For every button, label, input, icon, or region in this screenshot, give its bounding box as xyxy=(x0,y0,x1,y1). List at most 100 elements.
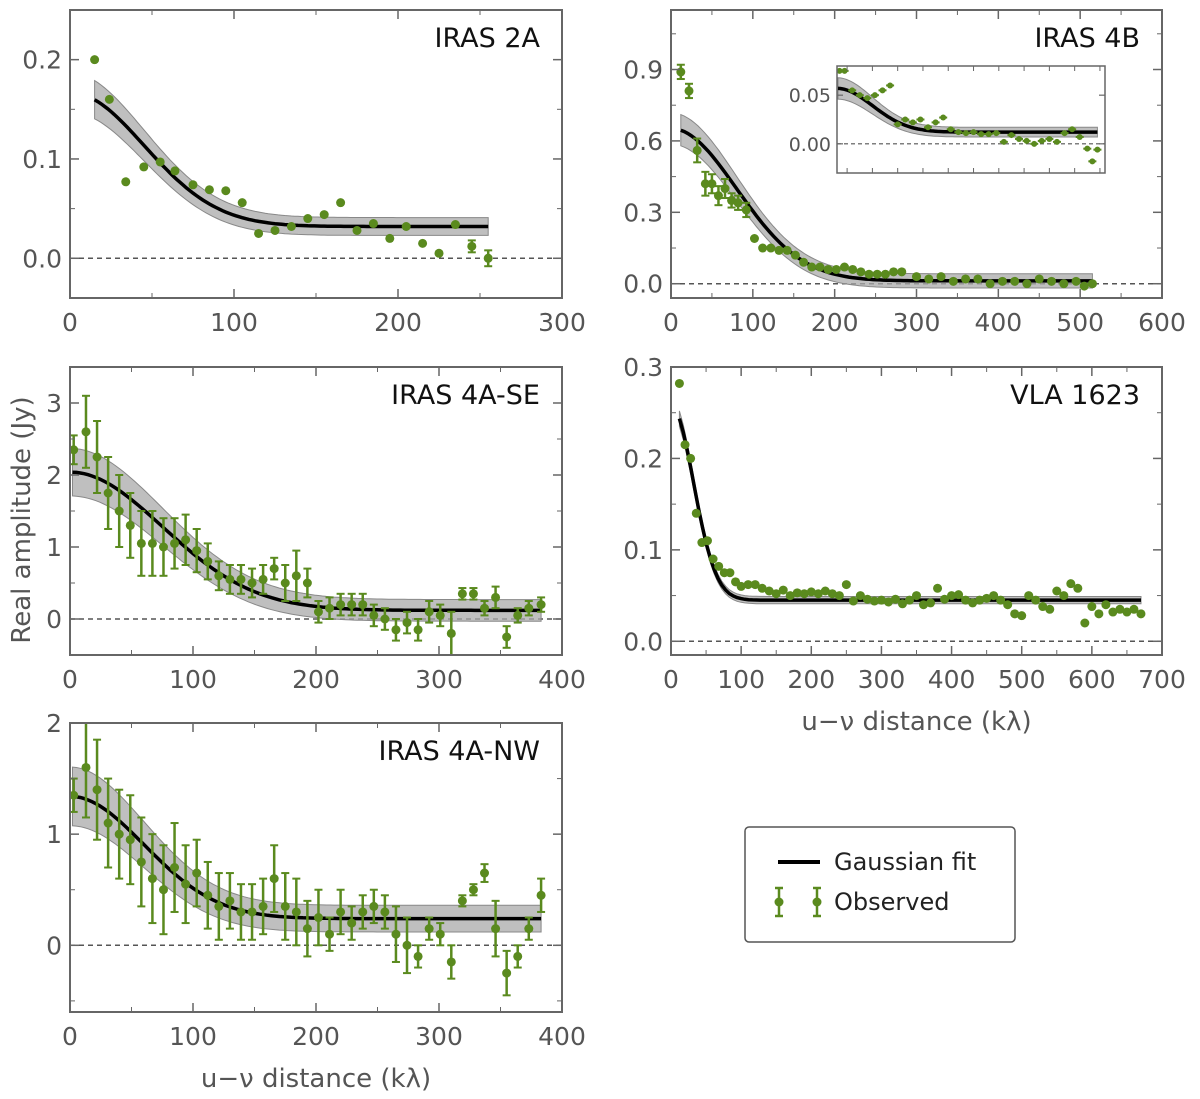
iras4ase-data-point xyxy=(258,564,268,595)
iras4anw-x-tick-label: 0 xyxy=(62,1022,78,1051)
iras2a-data-point xyxy=(368,219,378,229)
iras4anw-x-tick-label: 200 xyxy=(292,1022,340,1051)
vla1623-data-point xyxy=(686,453,696,463)
iras4b-inset-data-point xyxy=(916,116,925,123)
iras4ase-data-point xyxy=(181,513,191,566)
vla1623-data-point xyxy=(848,596,858,606)
vla1623-data-point xyxy=(982,593,992,603)
vla1623-data-point xyxy=(940,594,950,604)
vla1623-x-tick-label: 100 xyxy=(717,665,765,694)
iras4ase-data-point xyxy=(358,592,368,617)
legend-observed-label: Observed xyxy=(834,888,949,916)
vla1623-data-point xyxy=(1122,607,1132,617)
vla1623-data-point xyxy=(1052,586,1062,596)
vla1623-title: VLA 1623 xyxy=(1010,380,1140,411)
iras4anw-data-point xyxy=(491,899,501,958)
iras2a-y-tick-label: 0.2 xyxy=(22,46,62,75)
vla1623-data-point xyxy=(1066,579,1076,589)
iras4ase-x-tick-label: 100 xyxy=(169,665,217,694)
iras4b-data-point xyxy=(733,194,743,211)
iras4b-data-point xyxy=(856,267,866,277)
panel-iras-4a-nw: 0 100 200 300 400 0 1 2 IRAS 4A-NW u−ν distance (… xyxy=(46,709,586,1094)
iras4b-y-tick-label: 0.9 xyxy=(623,56,663,85)
iras4anw-data-point xyxy=(147,833,157,925)
iras2a-data-point xyxy=(286,221,296,231)
vla1623-data-point xyxy=(897,599,907,609)
iras4ase-data-point xyxy=(402,610,412,635)
iras4anw-data-point xyxy=(136,816,146,908)
iras4anw-data-point xyxy=(92,738,102,841)
iras4ase-data-point xyxy=(468,587,478,601)
iras4b-data-point xyxy=(749,233,759,243)
iras4ase-data-point xyxy=(435,603,445,628)
vla1623-data-point xyxy=(764,586,774,596)
iras2a-data-point xyxy=(139,162,149,172)
iras4b-inset-data-point xyxy=(855,92,864,99)
iras4b-data-point xyxy=(741,201,751,219)
vla1623-data-point xyxy=(1031,595,1041,605)
vla1623-data-point xyxy=(968,598,978,608)
iras4b-inset-data-point xyxy=(848,87,857,94)
vla1623-data-point xyxy=(708,554,718,564)
iras4b-data-point xyxy=(973,274,983,284)
iras4b-inset-data-point xyxy=(999,138,1008,145)
iras4b-x-tick-label: 600 xyxy=(1138,308,1186,337)
iras2a-data-point xyxy=(434,248,444,258)
vla1623-data-point xyxy=(890,594,900,604)
iras4ase-data-point xyxy=(536,596,546,613)
vla1623-x-tick-label: 700 xyxy=(1138,665,1186,694)
iras4anw-data-point xyxy=(280,872,290,941)
iras4ase-y-tick-label: 2 xyxy=(46,461,62,490)
iras4b-inset-data-point xyxy=(1083,145,1092,152)
iras4b-inset-data-point xyxy=(893,121,902,128)
iras4anw-data-point xyxy=(125,794,135,886)
iras4ase-data-point xyxy=(236,564,246,595)
vla1623-data-point xyxy=(1024,591,1034,601)
iras2a-data-point xyxy=(336,198,346,208)
y-axis-title: Real amplitude (Jy) xyxy=(7,396,37,643)
iras4anw-data-point xyxy=(391,905,401,963)
legend-observed-marker-left xyxy=(774,886,784,918)
vla1623-fit-line xyxy=(677,418,1141,602)
iras4b-inset-data-point xyxy=(931,119,940,126)
legend-fit-label: Gaussian fit xyxy=(834,848,976,876)
iras4b-data-point xyxy=(720,177,730,200)
iras2a-title: IRAS 2A xyxy=(435,23,541,54)
iras4b-inset-data-point xyxy=(1088,158,1097,165)
vla1623-x-tick-label: 200 xyxy=(787,665,835,694)
iras4b-inset-data-point xyxy=(977,131,986,138)
vla1623-x-tick-label: 400 xyxy=(928,665,976,694)
vla1623-fit-band xyxy=(678,410,1142,605)
iras2a-x-tick-label: 300 xyxy=(538,308,586,337)
vla1623-data-point xyxy=(1059,591,1069,601)
iras4b-data-point xyxy=(1059,279,1069,289)
vla1623-data-point xyxy=(834,591,844,601)
iras4anw-data-point xyxy=(214,872,224,941)
iras4ase-data-point xyxy=(81,394,91,469)
iras4b-data-point xyxy=(936,272,946,282)
iras4anw-data-point xyxy=(336,888,346,936)
iras4ase-data-point xyxy=(302,567,312,599)
vla1623-data-point xyxy=(912,591,921,601)
iras4ase-data-point xyxy=(369,603,379,628)
iras4anw-data-point xyxy=(513,944,523,969)
iras2a-fit-band xyxy=(94,79,489,236)
iras4ase-data-point xyxy=(92,420,102,494)
iras2a-data-point xyxy=(319,210,329,220)
vla1623-data-point xyxy=(799,589,809,599)
vla1623-data-point xyxy=(820,586,830,596)
iras4anw-y-tick-label: 1 xyxy=(46,820,62,849)
iras4ase-data-point xyxy=(347,592,357,617)
iras4b-data-point xyxy=(831,264,841,274)
iras2a-data-point xyxy=(270,225,280,235)
iras4anw-x-tick-label: 300 xyxy=(415,1022,463,1051)
iras4b-inset-data-point xyxy=(992,130,1001,137)
vla1623-data-point xyxy=(1115,604,1125,614)
iras4b-inset-frame xyxy=(836,65,1106,174)
iras4b-inset: 0.00 0.05 xyxy=(789,65,1106,174)
vla1623-x-tick-label: 500 xyxy=(998,665,1046,694)
iras2a-data-point xyxy=(90,55,100,65)
iras4ase-data-point xyxy=(325,596,335,620)
vla1623-data-point xyxy=(714,561,724,571)
iras2a-data-point xyxy=(401,221,411,231)
